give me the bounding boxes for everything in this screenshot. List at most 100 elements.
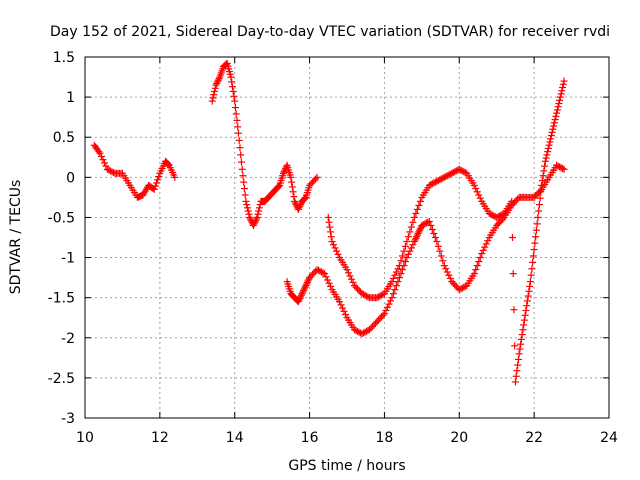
data-point	[412, 209, 420, 217]
data-point	[400, 247, 408, 255]
data-point	[484, 237, 492, 245]
data-point	[513, 367, 521, 375]
data-point	[377, 313, 385, 321]
data-point	[553, 161, 561, 169]
data-point	[496, 212, 504, 220]
chart-title: Day 152 of 2021, Sidereal Day-to-day VTE…	[50, 24, 610, 40]
data-point	[407, 244, 415, 252]
data-point	[442, 265, 450, 273]
data-point	[108, 168, 116, 176]
data-point	[240, 185, 248, 193]
data-point	[535, 201, 543, 209]
data-point	[528, 265, 536, 273]
data-point	[96, 149, 104, 157]
data-point	[279, 169, 287, 177]
data-point	[106, 167, 114, 175]
data-point	[526, 282, 534, 290]
data-point	[536, 194, 544, 202]
data-point	[310, 269, 318, 277]
data-point	[446, 170, 454, 178]
data-point	[538, 181, 546, 189]
data-point	[460, 283, 468, 291]
data-point	[330, 241, 338, 249]
data-point	[413, 233, 421, 241]
data-point	[376, 315, 384, 323]
data-point	[319, 269, 327, 277]
data-point	[211, 84, 219, 92]
data-point	[481, 243, 489, 251]
data-point	[556, 93, 564, 101]
data-point	[150, 185, 158, 193]
data-point	[522, 307, 530, 315]
data-point	[437, 252, 445, 260]
data-point	[215, 75, 223, 83]
data-point	[289, 188, 297, 196]
data-point	[515, 350, 523, 358]
data-point	[544, 148, 552, 156]
data-point	[301, 194, 309, 202]
data-point	[559, 80, 567, 88]
data-point	[151, 182, 159, 190]
data-point	[540, 167, 548, 175]
data-point	[350, 326, 358, 334]
data-point	[316, 267, 324, 275]
data-point	[559, 165, 567, 173]
data-point	[395, 274, 403, 282]
data-point	[472, 185, 480, 193]
data-point	[511, 198, 519, 206]
x-tick-labels: 10 12 14 16 18 20 22 24	[76, 430, 618, 446]
x-axis-title: GPS time / hours	[288, 458, 405, 474]
y-tick-label: -2	[61, 331, 75, 347]
data-point	[433, 238, 441, 246]
y-tick-label: 0.5	[53, 130, 75, 146]
data-point	[376, 292, 384, 300]
data-point	[559, 83, 567, 91]
data-point	[230, 92, 238, 100]
data-point	[234, 123, 242, 131]
data-point	[554, 162, 562, 170]
data-point	[421, 220, 429, 228]
data-point	[526, 278, 534, 286]
data-point	[296, 202, 304, 210]
data-points	[90, 59, 568, 386]
data-point	[296, 294, 304, 302]
data-point	[487, 210, 495, 218]
data-point	[395, 262, 403, 270]
data-point	[313, 173, 321, 181]
data-point	[232, 110, 240, 118]
data-point	[508, 234, 516, 241]
data-point	[241, 191, 249, 199]
data-point	[510, 306, 518, 314]
data-point	[557, 164, 565, 172]
data-point	[364, 293, 372, 301]
data-point	[392, 282, 400, 290]
data-point	[549, 125, 557, 133]
data-point	[488, 211, 496, 219]
data-point	[213, 78, 221, 86]
data-point	[457, 166, 465, 174]
data-point	[388, 294, 396, 302]
data-point	[556, 163, 564, 171]
data-point	[508, 197, 516, 205]
data-point	[415, 228, 423, 236]
data-point	[437, 175, 445, 183]
data-point	[512, 372, 520, 380]
data-point	[353, 327, 361, 335]
data-point	[547, 132, 555, 140]
data-point	[255, 204, 263, 212]
data-point	[209, 94, 217, 102]
data-point	[275, 182, 283, 190]
data-point	[336, 298, 344, 306]
data-point	[245, 210, 253, 218]
data-point	[538, 177, 546, 185]
data-point	[287, 173, 295, 181]
data-point	[494, 220, 502, 228]
data-point	[362, 292, 370, 300]
data-point	[553, 109, 561, 117]
data-point	[532, 192, 540, 200]
data-point	[109, 169, 117, 177]
data-point	[344, 269, 352, 277]
data-point	[391, 271, 399, 279]
data-point	[427, 181, 435, 189]
data-point	[327, 233, 335, 241]
